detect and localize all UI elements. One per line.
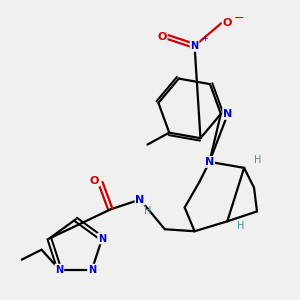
Text: N: N	[223, 109, 232, 119]
Text: N: N	[190, 41, 199, 51]
Text: +: +	[201, 34, 208, 43]
Text: O: O	[157, 32, 167, 42]
Text: H: H	[254, 155, 262, 165]
Text: −: −	[234, 12, 244, 25]
Text: N: N	[88, 265, 96, 275]
Text: H: H	[238, 221, 245, 231]
Text: O: O	[90, 176, 99, 186]
Text: N: N	[55, 265, 64, 275]
Text: N: N	[98, 233, 106, 244]
Text: O: O	[223, 18, 232, 28]
Text: N: N	[136, 194, 145, 205]
Text: H: H	[144, 206, 152, 216]
Text: N: N	[205, 157, 214, 167]
